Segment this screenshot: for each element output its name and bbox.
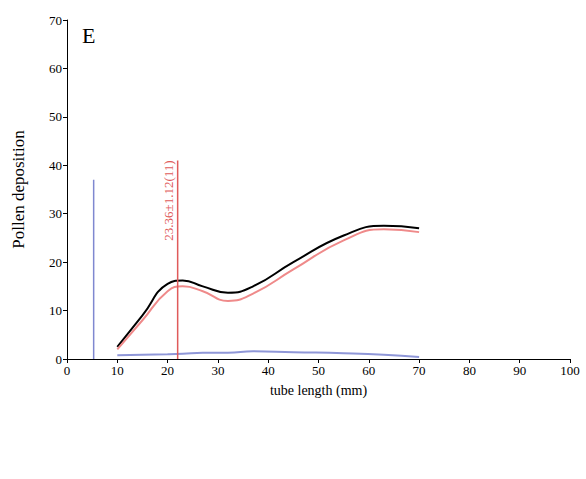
svg-text:40: 40 <box>262 363 275 378</box>
svg-text:0: 0 <box>56 352 63 367</box>
svg-text:80: 80 <box>463 363 476 378</box>
svg-text:tube length (mm): tube length (mm) <box>270 383 368 399</box>
svg-text:50: 50 <box>49 109 62 124</box>
svg-text:60: 60 <box>49 61 62 76</box>
svg-text:90: 90 <box>513 363 526 378</box>
svg-text:100: 100 <box>560 363 580 378</box>
svg-text:E: E <box>82 23 95 48</box>
svg-text:0: 0 <box>64 363 71 378</box>
svg-text:30: 30 <box>49 206 62 221</box>
svg-text:70: 70 <box>413 363 426 378</box>
svg-text:23.36±1.12(11): 23.36±1.12(11) <box>161 160 176 240</box>
svg-text:10: 10 <box>49 303 62 318</box>
svg-text:20: 20 <box>49 255 62 270</box>
svg-text:30: 30 <box>211 363 224 378</box>
svg-text:50: 50 <box>312 363 325 378</box>
svg-text:60: 60 <box>362 363 375 378</box>
svg-text:Pollen deposition: Pollen deposition <box>9 130 28 249</box>
svg-text:10: 10 <box>111 363 124 378</box>
svg-text:40: 40 <box>49 158 62 173</box>
svg-text:20: 20 <box>161 363 174 378</box>
svg-text:70: 70 <box>49 13 62 28</box>
